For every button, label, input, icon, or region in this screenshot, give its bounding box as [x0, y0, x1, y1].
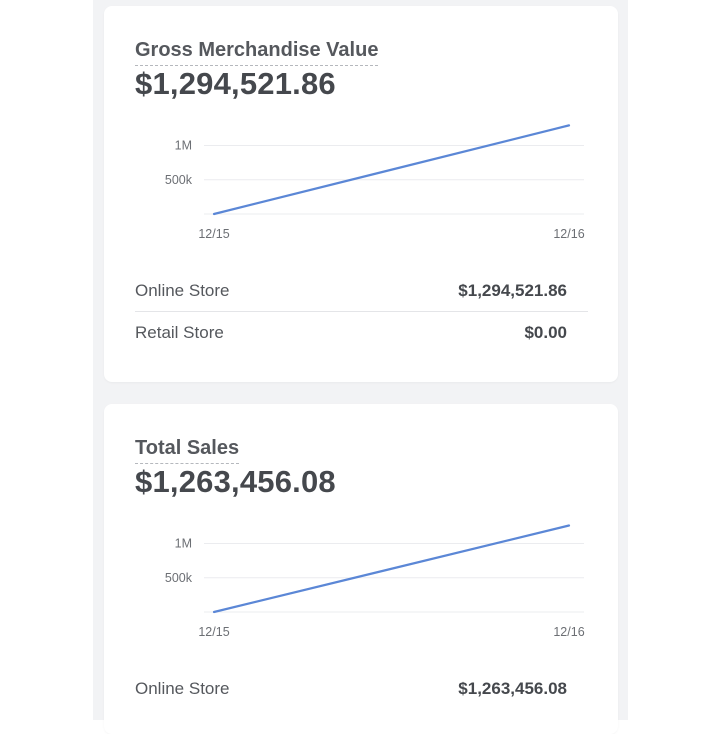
breakdown-list: Online Store $1,294,521.86 Retail Store … — [135, 270, 588, 353]
gmv-line-chart: 500k 1M 12/15 12/16 — [165, 124, 585, 241]
x-tick-label: 12/16 — [553, 227, 584, 241]
series-line — [212, 524, 571, 614]
breakdown-value: $1,294,521.86 — [458, 280, 567, 300]
breakdown-row: Online Store $1,294,521.86 — [135, 270, 588, 312]
metric-value: $1,263,456.08 — [135, 464, 336, 499]
metric-value: $1,294,521.86 — [135, 66, 336, 101]
metric-title[interactable]: Gross Merchandise Value — [135, 39, 379, 66]
breakdown-value: $0.00 — [524, 322, 567, 342]
y-tick-label: 500k — [165, 173, 193, 187]
breakdown-label: Online Store — [135, 280, 230, 300]
breakdown-label: Online Store — [135, 678, 230, 698]
total-sales-card: Total Sales $1,263,456.08 500k 1M 12/15 12/… — [104, 404, 618, 734]
metric-title[interactable]: Total Sales — [135, 437, 240, 464]
total-sales-line-chart: 500k 1M 12/15 12/16 — [165, 524, 585, 639]
breakdown-row: Retail Store $0.00 — [135, 312, 588, 353]
breakdown-value: $1,263,456.08 — [458, 678, 567, 698]
x-tick-label: 12/15 — [198, 227, 229, 241]
breakdown-label: Retail Store — [135, 322, 224, 342]
breakdown-list: Online Store $1,263,456.08 — [135, 668, 588, 709]
breakdown-row: Online Store $1,263,456.08 — [135, 668, 588, 709]
x-tick-label: 12/15 — [198, 625, 229, 639]
gmv-card: Gross Merchandise Value $1,294,521.86 50… — [104, 6, 618, 382]
y-tick-label: 1M — [175, 139, 192, 153]
y-tick-label: 1M — [175, 537, 192, 551]
x-tick-label: 12/16 — [553, 625, 584, 639]
series-line — [212, 124, 571, 216]
y-tick-label: 500k — [165, 571, 193, 585]
